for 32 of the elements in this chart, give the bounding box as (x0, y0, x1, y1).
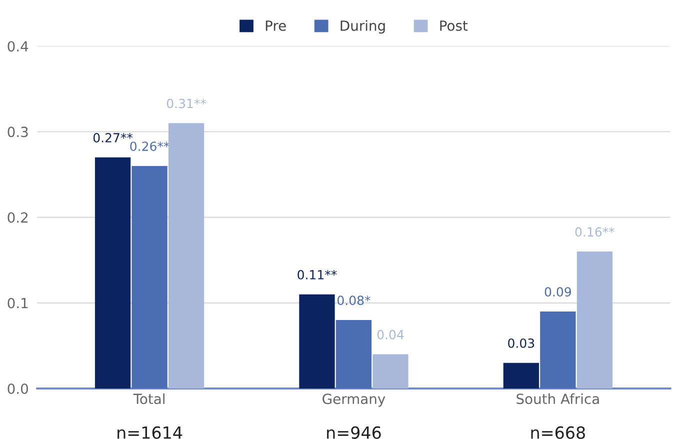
x-tick-label: Total (133, 393, 164, 404)
bar (372, 354, 408, 389)
legend-label: Post (440, 20, 468, 31)
bar (299, 294, 335, 389)
data-label: 0.16** (575, 227, 614, 237)
data-label: 0.03 (508, 338, 534, 348)
bar (168, 123, 204, 389)
y-tick-label: 0.2 (8, 212, 28, 223)
legend-label: Pre (266, 20, 286, 31)
y-tick-label: 0.0 (8, 383, 28, 394)
data-label: 0.04 (377, 330, 404, 340)
data-label: 0.09 (544, 287, 571, 297)
text: n=668 (531, 426, 585, 439)
data-label: 0.08* (338, 296, 370, 306)
legend-label: During (340, 20, 385, 34)
data-label: 0.11** (298, 270, 337, 280)
y-tick-label: 0.1 (8, 298, 28, 308)
data-label: 0.27** (93, 133, 133, 142)
x-tick-label: Germany (322, 394, 386, 407)
bar (94, 157, 131, 389)
data-label: 0.26** (130, 142, 170, 152)
text: n=946 (327, 426, 381, 439)
bar (576, 252, 613, 389)
y-tick-label: 0.4 (8, 41, 28, 52)
text: n=1614 (118, 426, 182, 439)
bar (336, 320, 372, 389)
bar (503, 362, 539, 389)
x-tick-label: South Africa (516, 393, 599, 404)
bar (132, 166, 168, 389)
y-tick-label: 0.3 (8, 126, 28, 138)
bar (540, 311, 576, 389)
data-label: 0.31** (166, 98, 206, 108)
